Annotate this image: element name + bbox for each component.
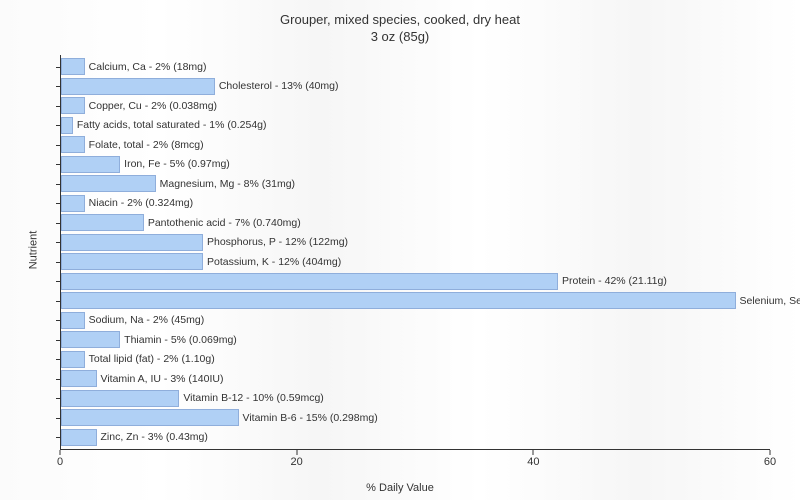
bar [61,409,239,426]
bar [61,117,73,134]
y-tick-mark [56,379,61,380]
bar-row: Vitamin A, IU - 3% (140IU) [61,370,770,387]
y-tick-mark [56,242,61,243]
bar-row: Thiamin - 5% (0.069mg) [61,331,770,348]
bar [61,214,144,231]
bar-label: Sodium, Na - 2% (45mg) [85,314,205,326]
y-tick-mark [56,223,61,224]
bar-label: Total lipid (fat) - 2% (1.10g) [85,353,215,365]
bar-label: Fatty acids, total saturated - 1% (0.254… [73,119,267,131]
x-axis-label: % Daily Value [366,482,434,494]
bar-label: Copper, Cu - 2% (0.038mg) [85,100,217,112]
bar [61,195,85,212]
y-tick-mark [56,145,61,146]
x-tick-label: 0 [57,456,63,468]
bar [61,136,85,153]
x-tick-label: 20 [291,456,303,468]
bar-row: Sodium, Na - 2% (45mg) [61,312,770,329]
y-tick-mark [56,437,61,438]
y-tick-mark [56,359,61,360]
y-tick-mark [56,398,61,399]
bar [61,370,97,387]
bar-label: Protein - 42% (21.11g) [558,275,667,287]
bar-row: Iron, Fe - 5% (0.97mg) [61,156,770,173]
bar-label: Potassium, K - 12% (404mg) [203,256,341,268]
nutrition-chart: Grouper, mixed species, cooked, dry heat… [0,0,800,500]
y-axis-label: Nutrient [27,231,39,270]
y-tick-mark [56,184,61,185]
bar-label: Niacin - 2% (0.324mg) [85,197,193,209]
plot-area: Calcium, Ca - 2% (18mg) Cholesterol - 13%… [60,55,770,450]
bar-row: Zinc, Zn - 3% (0.43mg) [61,429,770,446]
bar-label: Calcium, Ca - 2% (18mg) [85,61,207,73]
y-tick-mark [56,418,61,419]
bar [61,58,85,75]
bar-label: Iron, Fe - 5% (0.97mg) [120,158,230,170]
bar [61,273,558,290]
x-tick-label: 60 [764,456,776,468]
bar [61,97,85,114]
bar [61,351,85,368]
bar [61,253,203,270]
bar [61,156,120,173]
x-tick-mark [296,450,297,455]
title-line-2: 3 oz (85g) [0,29,800,46]
bar-label: Vitamin B-6 - 15% (0.298mg) [239,412,378,424]
bar-label: Pantothenic acid - 7% (0.740mg) [144,217,301,229]
bar-label: Phosphorus, P - 12% (122mg) [203,236,348,248]
bar-label: Vitamin B-12 - 10% (0.59mcg) [179,392,323,404]
bar-label: Cholesterol - 13% (40mg) [215,80,339,92]
bar-row: Copper, Cu - 2% (0.038mg) [61,97,770,114]
bar-row: Cholesterol - 13% (40mg) [61,78,770,95]
bar-row: Total lipid (fat) - 2% (1.10g) [61,351,770,368]
bar [61,429,97,446]
bar-row: Calcium, Ca - 2% (18mg) [61,58,770,75]
bar-row: Magnesium, Mg - 8% (31mg) [61,175,770,192]
bar-row: Selenium, Se - 57% (39.8mcg) [61,292,770,309]
bar-row: Fatty acids, total saturated - 1% (0.254… [61,117,770,134]
y-tick-mark [56,86,61,87]
chart-title: Grouper, mixed species, cooked, dry heat… [0,0,800,46]
y-tick-mark [56,320,61,321]
bar [61,331,120,348]
y-tick-mark [56,262,61,263]
x-tick-mark [60,450,61,455]
y-tick-mark [56,340,61,341]
bar [61,78,215,95]
title-line-1: Grouper, mixed species, cooked, dry heat [0,12,800,29]
bar [61,312,85,329]
x-tick-mark [770,450,771,455]
bar-row: Protein - 42% (21.11g) [61,273,770,290]
y-tick-mark [56,281,61,282]
bar [61,234,203,251]
y-tick-mark [56,67,61,68]
x-tick-mark [533,450,534,455]
bar [61,175,156,192]
x-tick-label: 40 [527,456,539,468]
y-tick-mark [56,203,61,204]
bar-label: Zinc, Zn - 3% (0.43mg) [97,431,208,443]
y-tick-mark [56,301,61,302]
y-tick-mark [56,106,61,107]
bar [61,390,179,407]
y-tick-mark [56,164,61,165]
bar-label: Magnesium, Mg - 8% (31mg) [156,178,295,190]
bar-label: Thiamin - 5% (0.069mg) [120,334,237,346]
bar [61,292,736,309]
bar-label: Vitamin A, IU - 3% (140IU) [97,373,224,385]
bar-row: Potassium, K - 12% (404mg) [61,253,770,270]
bar-row: Pantothenic acid - 7% (0.740mg) [61,214,770,231]
bar-row: Phosphorus, P - 12% (122mg) [61,234,770,251]
bar-row: Niacin - 2% (0.324mg) [61,195,770,212]
bar-row: Vitamin B-12 - 10% (0.59mcg) [61,390,770,407]
bar-label: Folate, total - 2% (8mcg) [85,139,204,151]
bars-group: Calcium, Ca - 2% (18mg) Cholesterol - 13%… [61,55,770,449]
bar-row: Folate, total - 2% (8mcg) [61,136,770,153]
bar-label: Selenium, Se - 57% (39.8mcg) [736,295,800,307]
y-tick-mark [56,125,61,126]
bar-row: Vitamin B-6 - 15% (0.298mg) [61,409,770,426]
